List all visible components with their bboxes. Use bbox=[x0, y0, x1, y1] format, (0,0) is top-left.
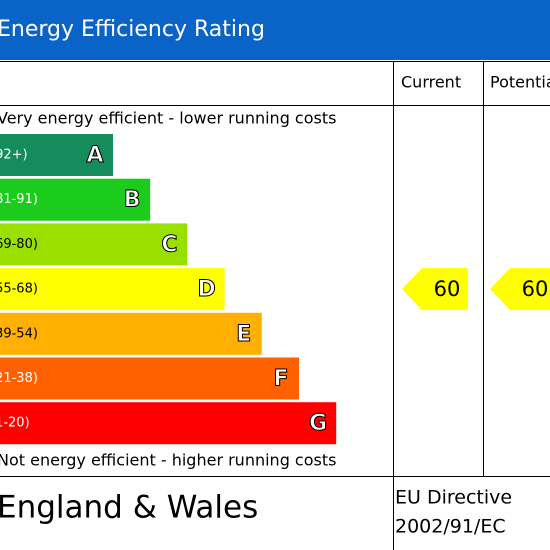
directive-line-1: EU Directive bbox=[395, 487, 512, 509]
directive-line-2: 2002/91/EC bbox=[395, 516, 506, 538]
band-letter: B bbox=[124, 188, 141, 213]
title: Energy Efficiency Rating bbox=[0, 17, 265, 42]
band-bar bbox=[0, 402, 337, 445]
band-bar bbox=[0, 268, 225, 311]
rating-arrow bbox=[402, 268, 468, 311]
current-header: Current bbox=[401, 73, 461, 92]
table-lines bbox=[0, 61, 550, 550]
top-note: Very energy efficient - lower running co… bbox=[0, 109, 336, 128]
band-range: (55-68) bbox=[0, 282, 38, 297]
rating-value: 60 bbox=[522, 277, 549, 301]
band-bar bbox=[0, 312, 262, 355]
band-bar bbox=[0, 223, 188, 266]
rating-value: 60 bbox=[434, 277, 461, 301]
rating-arrow bbox=[490, 268, 550, 311]
band-bar bbox=[0, 357, 299, 400]
band-range: (39-54) bbox=[0, 326, 38, 341]
band-range: (81-91) bbox=[0, 192, 38, 207]
band-range: (92+) bbox=[0, 148, 28, 163]
band-letter: A bbox=[86, 143, 103, 168]
bottom-note: Not energy efficient - higher running co… bbox=[0, 451, 336, 470]
band-letter: D bbox=[197, 277, 215, 302]
band-letter: C bbox=[161, 232, 177, 257]
band-range: (69-80) bbox=[0, 237, 38, 252]
band-range: (21-38) bbox=[0, 371, 38, 386]
band-letter: F bbox=[273, 367, 288, 392]
band-bar bbox=[0, 178, 151, 221]
band-bar bbox=[0, 134, 113, 176]
band-letter: E bbox=[236, 322, 251, 347]
band-range: (1-20) bbox=[0, 416, 30, 431]
region: England & Wales bbox=[0, 490, 258, 526]
header-bar bbox=[0, 0, 550, 60]
potential-header: Potential bbox=[490, 73, 550, 92]
band-letter: G bbox=[309, 411, 327, 436]
